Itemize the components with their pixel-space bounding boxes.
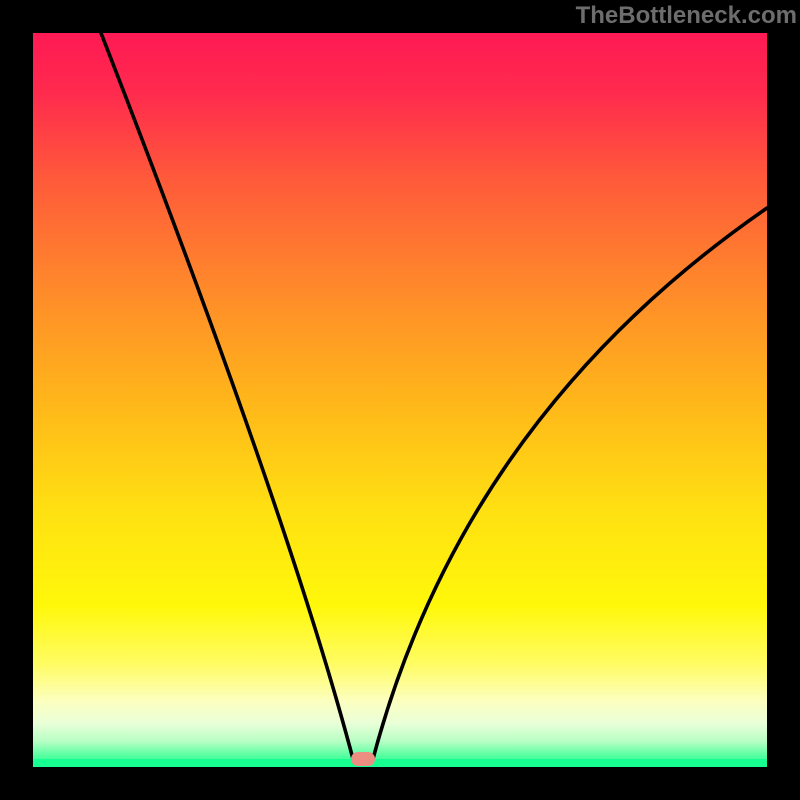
optimal-point-marker [351,752,375,766]
bottleneck-curve [33,33,767,767]
chart-plot-area [33,33,767,767]
watermark-text: TheBottleneck.com [576,2,797,30]
